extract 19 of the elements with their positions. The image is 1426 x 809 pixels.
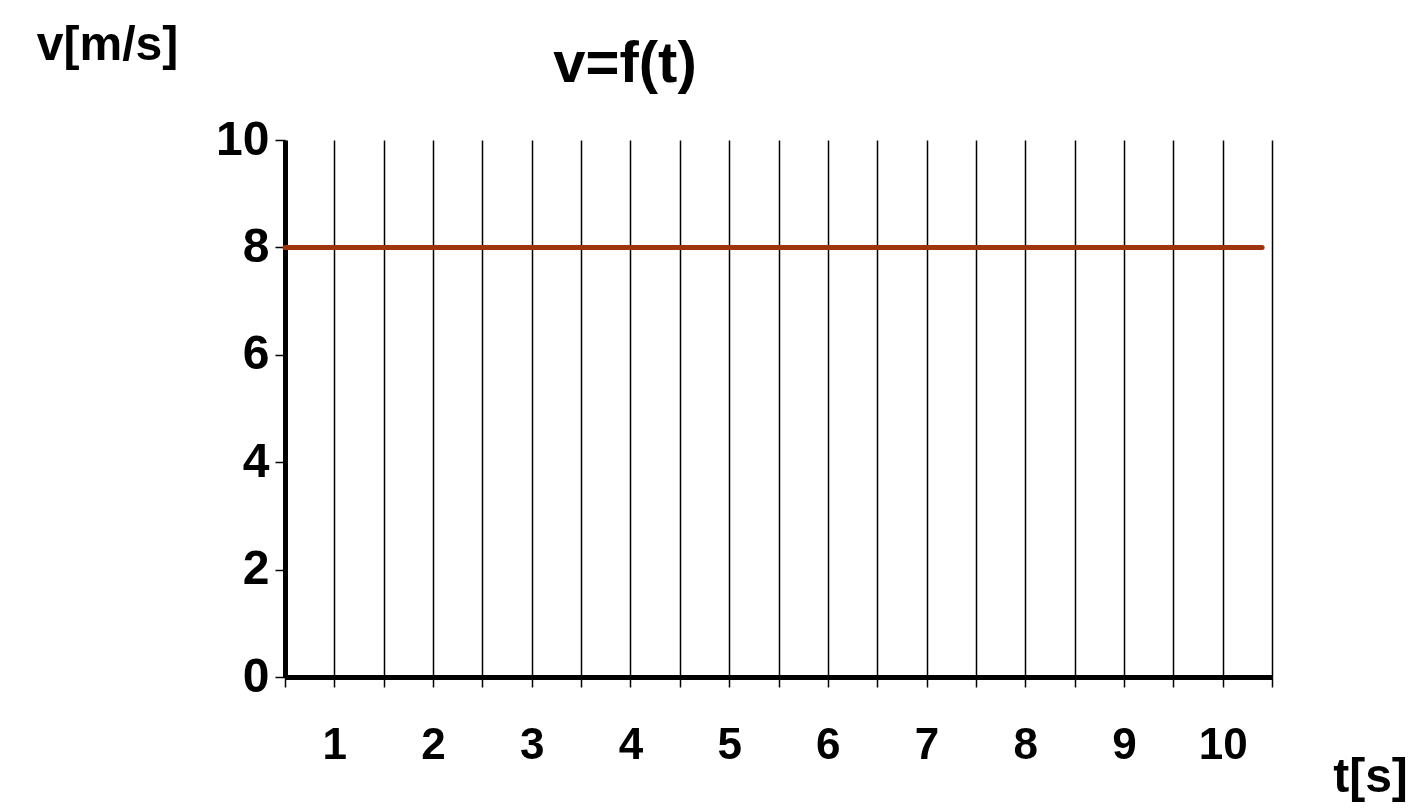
x-tick-label: 10 <box>1198 718 1248 768</box>
x-tick-label: 6 <box>816 718 841 768</box>
y-tick-label: 8 <box>242 218 270 272</box>
y-tick-label: 2 <box>242 541 270 595</box>
x-tick-label: 9 <box>1112 718 1137 768</box>
chart-title: v=f(t) <box>553 29 697 94</box>
x-tick-label: 8 <box>1013 718 1038 768</box>
y-tick-label: 4 <box>242 433 270 487</box>
x-tick-label: 7 <box>914 718 940 768</box>
y-tick-label: 6 <box>242 326 270 380</box>
x-tick-label: 3 <box>520 718 545 768</box>
x-tick-label: 1 <box>322 718 348 768</box>
y-tick-label: 0 <box>242 648 270 702</box>
x-tick-label: 5 <box>717 718 742 768</box>
x-tick-label: 2 <box>421 718 446 768</box>
y-axis-title: v[m/s] <box>36 16 179 70</box>
x-tick-label: 4 <box>618 718 644 768</box>
y-tick-label: 10 <box>216 111 270 165</box>
x-axis-title: t[s] <box>1333 748 1408 802</box>
